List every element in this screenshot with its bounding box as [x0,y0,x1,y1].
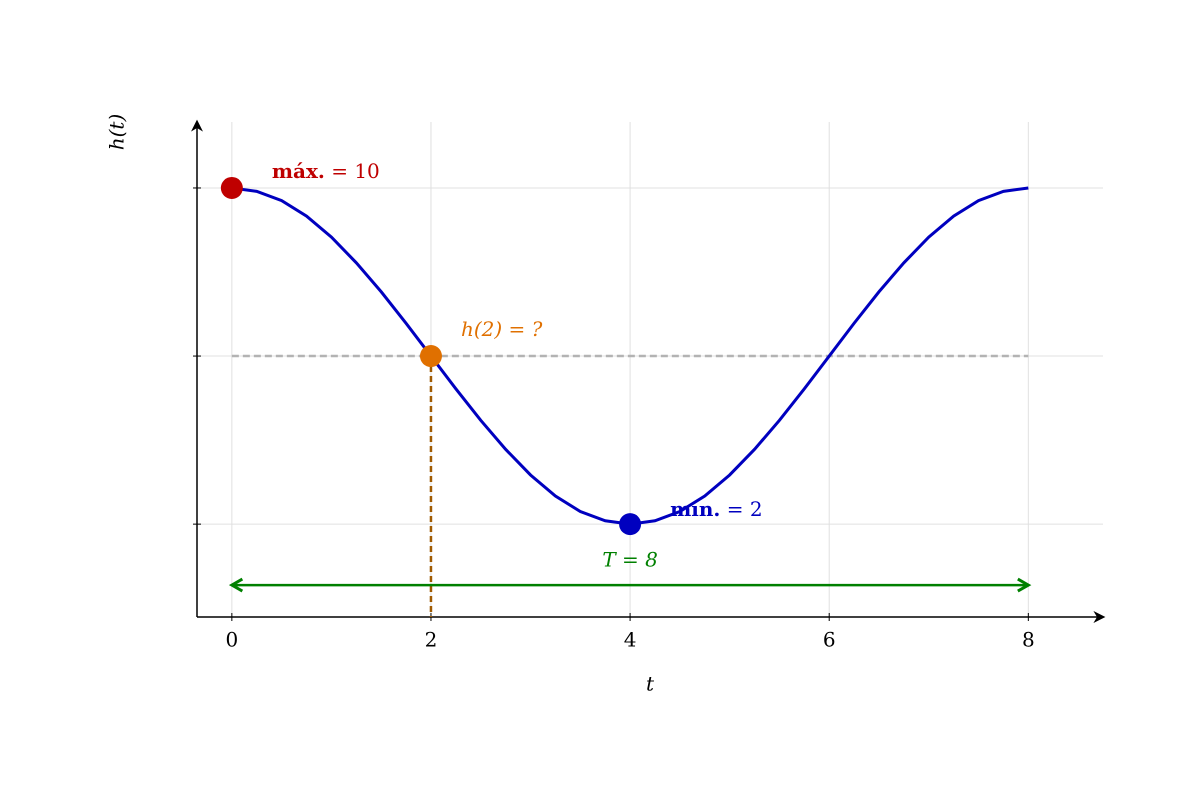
period-label: T = 8 [602,548,658,572]
x-tick-label: 2 [425,628,438,652]
point-label-text: = 2 [727,497,763,521]
x-tick-label: 6 [823,628,836,652]
x-tick-label: 0 [225,628,238,652]
point [619,513,642,536]
x-tick-label: 4 [624,628,637,652]
point-label-bold: máx. [272,158,325,182]
y-axis-label: h(t) [105,114,129,151]
point-label: máx. = 10 [272,158,380,182]
point [220,176,243,199]
point-label-text: h(2) = ? [461,317,543,341]
point-label-text: = 10 [331,158,380,182]
point-label: h(2) = ? [461,317,543,341]
x-tick-label: 8 [1022,628,1035,652]
point-label: mín. = 2 [670,497,762,521]
point-label-bold: mín. [670,497,720,521]
x-axis-label: t [646,672,655,696]
point [419,345,442,368]
